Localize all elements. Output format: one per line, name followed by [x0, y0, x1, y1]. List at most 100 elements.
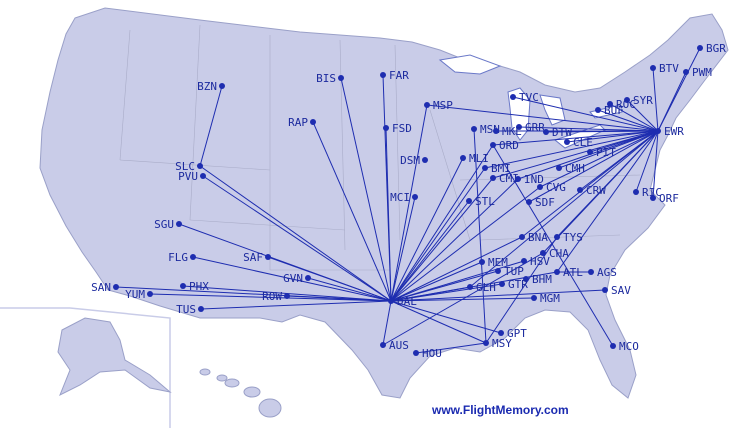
route-dal-mli: [390, 157, 464, 302]
airport-dot: [380, 72, 386, 78]
airport-msy: MSY: [483, 337, 512, 350]
airport-yum: YUM: [125, 288, 153, 301]
footer-site-link[interactable]: www.FlightMemory.com: [432, 403, 569, 417]
airport-san: SAN: [91, 281, 119, 294]
airport-glh: GLH: [467, 281, 496, 294]
airport-dot: [482, 165, 488, 171]
airport-dot: [490, 142, 496, 148]
airport-cvg: CVG: [537, 181, 566, 194]
airport-label: TYS: [563, 231, 583, 244]
airport-label: MSP: [433, 99, 453, 112]
airport-label: MGM: [540, 292, 560, 305]
airport-dot: [587, 149, 593, 155]
airport-label: GPT: [507, 327, 527, 340]
airport-label: CMI: [499, 172, 519, 185]
airport-dot: [683, 69, 689, 75]
airport-label: IND: [524, 173, 544, 186]
route-ewr-buf: [597, 109, 659, 132]
airport-label: CRW: [586, 184, 606, 197]
airport-dot: [412, 194, 418, 200]
airport-dot: [176, 221, 182, 227]
route-ewr-cmi: [492, 130, 659, 179]
airport-label: GRR: [525, 121, 545, 134]
airport-saf: SAF: [243, 251, 271, 264]
route-ewr-bmi: [484, 130, 659, 169]
airport-dot: [495, 268, 501, 274]
airport-rap: RAP: [288, 116, 316, 129]
route-ewr-bna: [521, 130, 659, 238]
airport-ord: ORD: [490, 139, 519, 152]
airport-dot: [180, 283, 186, 289]
airport-sdf: SDF: [526, 196, 555, 209]
airport-stl: STL: [466, 195, 495, 208]
airport-mco: MCO: [610, 340, 639, 353]
state-border: [429, 109, 471, 241]
route-ewr-glh: [469, 130, 659, 288]
route-dal-gvn: [307, 277, 392, 302]
airport-bgr: BGR: [697, 42, 726, 55]
airport-phx: PHX: [180, 280, 209, 293]
airport-dot: [564, 139, 570, 145]
airport-ric: RIC: [633, 186, 662, 199]
route-dal-aus: [382, 300, 392, 346]
airport-hsv: HSV: [521, 255, 550, 268]
state-border: [459, 174, 641, 181]
route-dal-hsv: [390, 260, 525, 302]
airport-dot: [595, 107, 601, 113]
route-dal-flg: [192, 256, 392, 302]
route-ewr-cha: [542, 130, 659, 254]
airport-orf: ORF: [650, 192, 679, 205]
airport-mke: MKE: [493, 125, 522, 138]
airport-dot: [197, 163, 203, 169]
airport-label: GVN: [283, 272, 303, 285]
airport-label: MLI: [469, 152, 489, 165]
airport-label: CLE: [573, 136, 593, 149]
route-ewr-msp: [426, 104, 659, 132]
airport-dot: [554, 269, 560, 275]
airport-dot: [554, 234, 560, 240]
airport-dot: [147, 291, 153, 297]
route-dal-cvg: [390, 186, 541, 302]
route-ewr-sdf: [528, 130, 659, 203]
airport-dot: [516, 124, 522, 130]
route-dal-pvu: [202, 175, 392, 302]
airport-dot: [588, 269, 594, 275]
route-ewr-grr: [518, 126, 659, 132]
airport-far: FAR: [380, 69, 409, 82]
airport-label: ORD: [499, 139, 519, 152]
airport-ind: IND: [515, 173, 544, 186]
airport-dot: [650, 195, 656, 201]
airport-dot: [519, 234, 525, 240]
airport-label: CHA: [549, 247, 569, 260]
airport-dot: [498, 330, 504, 336]
route-dal-bis: [340, 77, 392, 302]
airport-bmi: BMI: [482, 162, 511, 175]
state-border: [479, 234, 621, 241]
airport-dot: [190, 254, 196, 260]
airport-label: BMI: [491, 162, 511, 175]
airport-atl: ATL: [554, 266, 583, 279]
airport-label: YUM: [125, 288, 145, 301]
airport-label: BIS: [316, 72, 336, 85]
route-dal-ind: [390, 178, 519, 302]
airport-dot: [556, 165, 562, 171]
route-dal-msp: [390, 104, 428, 302]
airport-label: AUS: [389, 339, 409, 352]
route-ewr-syr: [626, 99, 659, 132]
airport-dot: [577, 187, 583, 193]
alaska: [57, 317, 172, 397]
airport-label: PWM: [692, 66, 712, 79]
route-ewr-ric: [635, 130, 659, 193]
airport-gpt: GPT: [498, 327, 527, 340]
airport-label: MKE: [502, 125, 522, 138]
route-ewr-tvc: [512, 96, 659, 132]
route-dal-stl: [390, 200, 470, 302]
route-dal-tus: [200, 300, 392, 310]
airport-label: HSV: [530, 255, 550, 268]
airport-label: MEM: [488, 256, 508, 269]
airport-label: TVC: [519, 91, 539, 104]
airport-cmi: CMI: [490, 172, 519, 185]
airport-syr: SYR: [624, 94, 653, 107]
route-ewr-cle: [566, 130, 659, 143]
